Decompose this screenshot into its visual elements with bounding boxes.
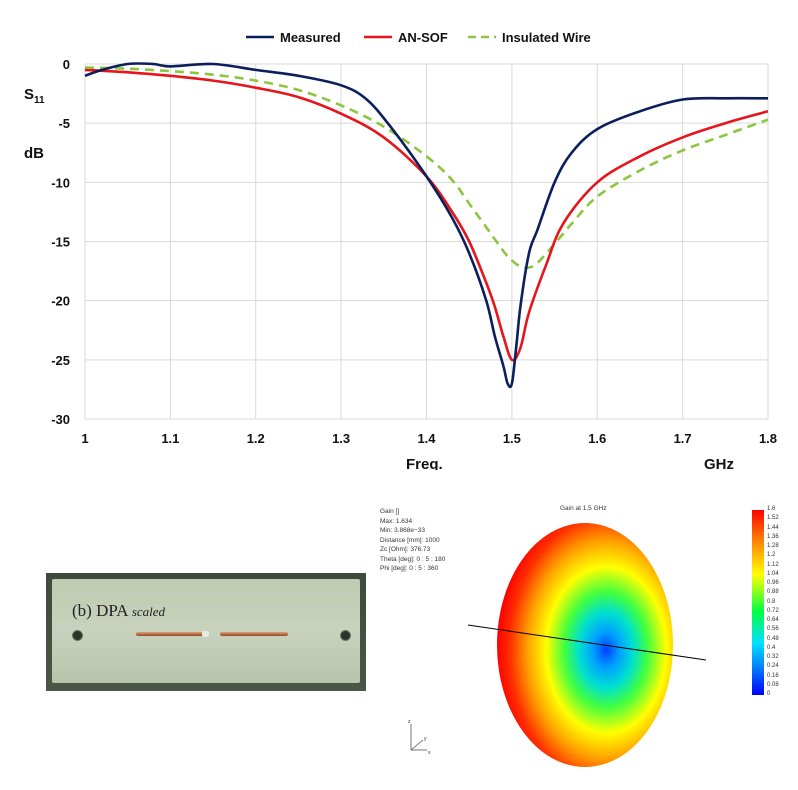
x-tick-label: 1.4 bbox=[417, 431, 436, 446]
mount-hole-right bbox=[340, 630, 351, 641]
colorbar-tick-label: 0.32 bbox=[767, 654, 779, 660]
colorbar-tick-label: 0.08 bbox=[767, 681, 779, 688]
axis-indicator: z y x bbox=[408, 719, 431, 756]
y-axis-unit: dB bbox=[24, 145, 44, 162]
y-tick-label: -10 bbox=[51, 175, 70, 190]
colorbar-tick-label: 1.6 bbox=[767, 506, 776, 512]
colorbar-tick-label: 0.4 bbox=[767, 644, 776, 651]
colorbar-tick-label: 1.44 bbox=[767, 524, 779, 531]
colorbar-tick-label: 0.48 bbox=[767, 635, 779, 642]
colorbar-tick-label: 1.2 bbox=[767, 552, 776, 559]
y-axis-label-main: S bbox=[24, 86, 34, 103]
x-tick-label: 1.6 bbox=[588, 431, 606, 446]
y-tick-label: 0 bbox=[63, 57, 70, 72]
y-axis-label-sub: 11 bbox=[34, 95, 45, 106]
axis-z-label: z bbox=[408, 719, 411, 725]
legend-label: Insulated Wire bbox=[502, 30, 591, 45]
axis-y-label: y bbox=[424, 736, 427, 742]
colorbar-tick-label: 0.88 bbox=[767, 589, 779, 596]
colorbar-tick-label: 0.64 bbox=[767, 617, 779, 623]
x-tick-label: 1.7 bbox=[674, 431, 692, 446]
pattern-info-line: Gain [] bbox=[380, 508, 400, 515]
pattern-info-line: Zc [Ohm]: 376.73 bbox=[380, 546, 431, 553]
y-tick-label: -20 bbox=[51, 294, 70, 309]
legend-label: AN-SOF bbox=[398, 30, 448, 45]
x-tick-label: 1.8 bbox=[759, 431, 777, 446]
y-tick-labels: 0 -5 -10 -15 -20 -25 -30 bbox=[51, 57, 70, 427]
x-tick-label: 1.3 bbox=[332, 431, 350, 446]
series-line-insulated-wire bbox=[84, 66, 769, 270]
y-tick-label: -30 bbox=[51, 412, 70, 427]
colorbar-tick-label: 0.56 bbox=[767, 626, 779, 633]
photo-label: (b) DPA scaled bbox=[72, 601, 165, 621]
series-line-measured bbox=[84, 62, 769, 389]
photo-label-main: (b) DPA bbox=[72, 601, 128, 620]
x-tick-label: 1.1 bbox=[161, 431, 179, 446]
x-tick-label: 1.2 bbox=[247, 431, 265, 446]
x-axis-label: Freq. bbox=[406, 456, 443, 470]
antenna-photo: (b) DPA scaled bbox=[46, 573, 366, 691]
pattern-info-line: Distance [mm]: 1000 bbox=[380, 536, 440, 544]
colorbar-tick-label: 1.28 bbox=[767, 543, 779, 549]
pattern-info-line: Max: 1.634 bbox=[380, 517, 413, 525]
photo-label-sub: scaled bbox=[131, 604, 166, 619]
dipole-axis-line bbox=[467, 624, 707, 661]
y-tick-label: -5 bbox=[58, 116, 70, 131]
colorbar-tick-label: 0.96 bbox=[767, 580, 779, 586]
feed-gap bbox=[202, 631, 209, 637]
x-tick-labels: 1 1.1 1.2 1.3 1.4 1.5 1.6 1.7 1.8 bbox=[81, 431, 777, 446]
pcb-board: (b) DPA scaled bbox=[52, 579, 360, 683]
chart-grid bbox=[84, 63, 769, 420]
y-tick-label: -15 bbox=[51, 235, 70, 250]
dipole-arm-right bbox=[220, 632, 288, 636]
y-tick-label: -25 bbox=[51, 353, 70, 368]
mount-hole-left bbox=[72, 630, 83, 641]
axis-x-label: x bbox=[428, 750, 431, 756]
pattern-info: Gain [] Max: 1.634 Min: 3.868e−33 Distance … bbox=[380, 507, 445, 574]
colorbar-tick-label: 1.12 bbox=[767, 561, 779, 568]
y-axis-label: S11 bbox=[24, 86, 45, 106]
x-tick-label: 1.5 bbox=[503, 431, 521, 446]
dipole-arm-left bbox=[136, 632, 206, 636]
colorbar-tick-label: 0 bbox=[767, 691, 771, 697]
pattern-info-line: Phi [deg]: 0 : 5 : 360 bbox=[380, 565, 439, 572]
x-tick-label: 1 bbox=[81, 431, 88, 446]
colorbar-tick-label: 0.8 bbox=[767, 598, 776, 605]
x-axis-unit: GHz bbox=[704, 456, 734, 470]
colorbar-tick-label: 1.52 bbox=[767, 515, 779, 522]
colorbar-tick-label: 0.72 bbox=[767, 607, 779, 614]
pattern-title: Gain at 1.5 GHz bbox=[560, 505, 607, 512]
colorbar-tick-label: 0.16 bbox=[767, 672, 779, 679]
gain-colorbar bbox=[752, 510, 764, 695]
s11-chart: Measured AN-SOF Insulated Wire 0 -5 -10 -15 -2… bbox=[24, 30, 777, 470]
pattern-info-line: Theta [deg]: 0 : 5 : 180 bbox=[380, 555, 446, 563]
pattern-info-line: Min: 3.868e−33 bbox=[380, 527, 425, 534]
radiation-pattern bbox=[467, 523, 707, 767]
colorbar-tick-label: 1.04 bbox=[767, 570, 779, 577]
colorbar-tick-label: 1.36 bbox=[767, 533, 779, 540]
legend-label: Measured bbox=[280, 30, 341, 45]
colorbar-tick-label: 0.24 bbox=[767, 663, 779, 670]
chart-legend: Measured AN-SOF Insulated Wire bbox=[246, 30, 591, 45]
pattern-body bbox=[497, 523, 673, 767]
chart-series bbox=[84, 62, 769, 389]
series-line-an-sof bbox=[84, 68, 769, 362]
